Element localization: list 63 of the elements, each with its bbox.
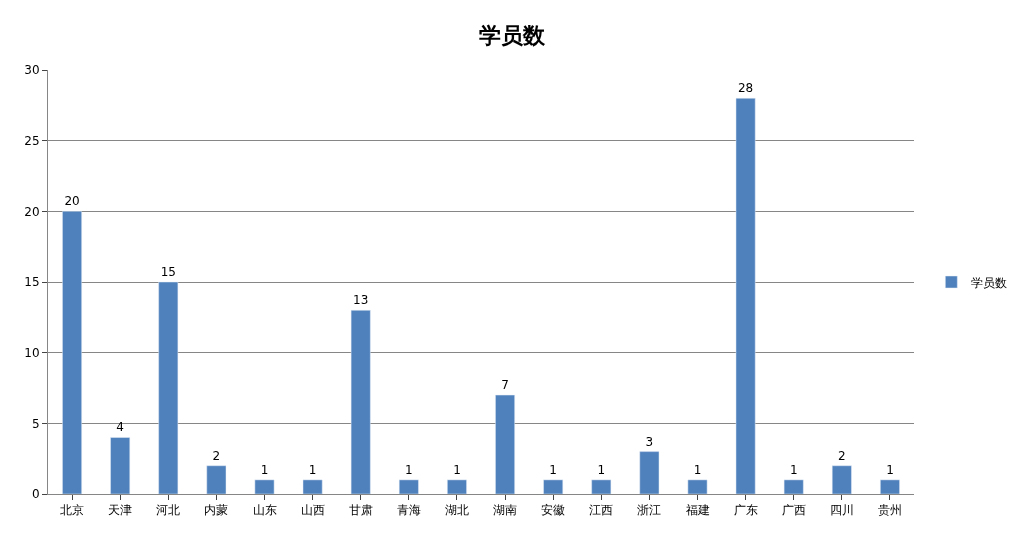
- bar: [687, 479, 708, 494]
- data-label: 13: [353, 293, 369, 308]
- bar: [447, 479, 467, 494]
- legend-label: 学员数: [971, 275, 1008, 290]
- data-label: 1: [886, 462, 894, 477]
- x-tick-label: 山西: [300, 503, 325, 518]
- bar: [735, 98, 756, 494]
- y-tick-label: 30: [24, 63, 40, 78]
- y-tick-label: 0: [31, 487, 40, 502]
- x-tick-label: 安徽: [541, 503, 566, 518]
- data-label: 2: [838, 448, 846, 463]
- data-label: 1: [260, 462, 269, 477]
- x-tick-label: 广东: [733, 503, 758, 518]
- data-label: 1: [597, 462, 606, 477]
- x-tick-label: 江西: [589, 503, 614, 518]
- data-label: 3: [645, 434, 654, 449]
- bar: [206, 465, 227, 494]
- bar: [398, 479, 419, 494]
- x-tick-label: 浙江: [637, 503, 662, 518]
- x-tick-label: 天津: [108, 503, 133, 518]
- y-tick-label: 25: [24, 133, 40, 148]
- bar: [591, 479, 612, 494]
- y-tick-label: 20: [24, 204, 40, 219]
- x-tick-label: 四川: [829, 503, 854, 518]
- x-tick-label: 青海: [396, 503, 421, 518]
- data-label: 1: [405, 462, 413, 477]
- x-tick-label: 广西: [781, 503, 806, 518]
- bar: [302, 479, 323, 494]
- data-label: 1: [549, 462, 557, 477]
- y-tick-label: 15: [24, 275, 40, 290]
- data-label: 1: [789, 462, 798, 477]
- bar: [783, 479, 804, 494]
- bar: [110, 437, 131, 494]
- x-tick-label: 湖南: [493, 503, 518, 518]
- chart-title: 学员数: [479, 22, 546, 48]
- bar: [350, 310, 371, 494]
- data-label: 1: [453, 462, 461, 477]
- data-label: 2: [212, 448, 221, 463]
- data-label: 20: [64, 194, 80, 209]
- data-label: 15: [160, 265, 176, 279]
- y-tick-label: 10: [24, 345, 40, 360]
- data-label: 28: [737, 81, 754, 96]
- x-tick-label: 北京: [60, 503, 85, 518]
- bar: [831, 465, 852, 494]
- x-tick-label: 山东: [252, 503, 277, 518]
- data-label: 4: [116, 420, 124, 435]
- y-tick-label: 5: [31, 416, 40, 431]
- x-tick-label: 甘肃: [348, 503, 373, 518]
- bar: [639, 451, 660, 494]
- x-tick-label: 内蒙: [204, 503, 229, 518]
- data-label: 1: [693, 462, 702, 477]
- bar: [495, 394, 515, 494]
- bar: [158, 281, 179, 494]
- x-tick-label: 贵州: [877, 503, 902, 518]
- bar: [254, 479, 275, 494]
- bar: [880, 479, 900, 494]
- x-tick-label: 河北: [156, 503, 181, 518]
- bar: [62, 211, 82, 494]
- data-label: 1: [308, 462, 317, 477]
- x-tick-label: 福建: [685, 503, 710, 518]
- bar: [543, 479, 564, 494]
- x-tick-label: 湖北: [444, 503, 469, 518]
- data-label: 7: [501, 378, 509, 393]
